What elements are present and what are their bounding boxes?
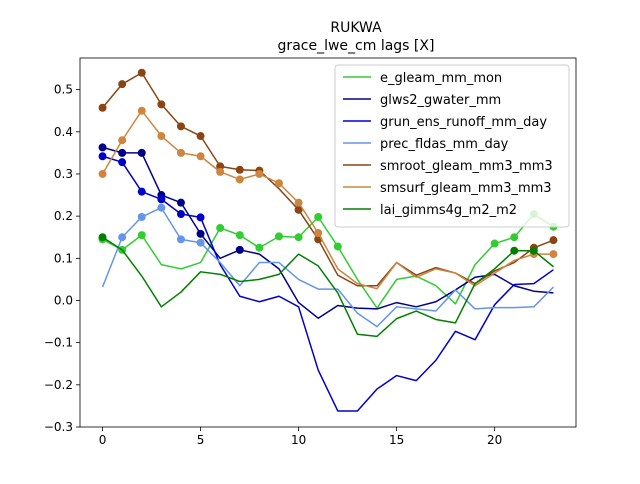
data-point-glws2_gwater_mm-7 (235, 245, 244, 254)
data-point-smroot_gleam_mm3_mm3-4 (176, 122, 185, 131)
legend-label-glws2_gwater_mm: glws2_gwater_mm (380, 93, 501, 108)
data-point-smroot_gleam_mm3_mm3-0 (98, 103, 107, 112)
series-line-lai_gimms4g_m2_m2 (102, 236, 554, 338)
chart-title: RUKWA (330, 20, 382, 36)
data-point-smsurf_gleam_mm3_mm3-1 (118, 136, 127, 145)
legend-label-lai_gimms4g_m2_m2: lai_gimms4g_m2_m2 (380, 203, 517, 218)
chart-subtitle: grace_lwe_cm lags [X] (278, 38, 435, 54)
y-tick-label: 0.2 (54, 209, 73, 223)
data-point-e_gleam_mm_mon-10 (294, 233, 303, 242)
data-point-glws2_gwater_mm-2 (137, 148, 146, 157)
y-tick-label: 0.5 (54, 83, 73, 97)
y-tick-label: 0.1 (54, 251, 73, 265)
data-point-prec_fldas_mm_day-3 (157, 203, 166, 212)
data-point-e_gleam_mm_mon-7 (235, 231, 244, 240)
data-point-grun_ens_runoff_mm_day-0 (98, 152, 107, 161)
data-point-smsurf_gleam_mm3_mm3-0 (98, 169, 107, 178)
series-line-prec_fldas_mm_day (101, 206, 554, 328)
data-point-smsurf_gleam_mm3_mm3-6 (216, 167, 225, 176)
data-point-smsurf_gleam_mm3_mm3-9 (274, 179, 283, 188)
data-point-smsurf_gleam_mm3_mm3-5 (196, 152, 205, 161)
data-point-e_gleam_mm_mon-20 (490, 239, 499, 248)
data-point-prec_fldas_mm_day-5 (196, 238, 205, 247)
data-point-prec_fldas_mm_day-4 (176, 235, 185, 244)
data-point-smsurf_gleam_mm3_mm3-11 (314, 229, 323, 238)
y-tick-label: −0.3 (44, 420, 73, 434)
data-point-smsurf_gleam_mm3_mm3-4 (176, 148, 185, 157)
data-point-smsurf_gleam_mm3_mm3-10 (294, 198, 303, 207)
legend-label-prec_fldas_mm_day: prec_fldas_mm_day (380, 137, 509, 152)
y-tick-label: 0.4 (54, 125, 73, 139)
data-point-grun_ens_runoff_mm_day-3 (157, 195, 166, 204)
data-point-glws2_gwater_mm-5 (196, 229, 205, 238)
series-line-e_gleam_mm_mon (102, 213, 554, 309)
data-point-smroot_gleam_mm3_mm3-3 (157, 100, 166, 109)
data-point-grun_ens_runoff_mm_day-1 (118, 158, 127, 167)
y-tick-label: −0.2 (44, 378, 73, 392)
legend-label-smroot_gleam_mm3_mm3: smroot_gleam_mm3_mm3 (380, 159, 553, 174)
data-point-lai_gimms4g_m2_m2-21 (510, 246, 519, 255)
legend-label-smsurf_gleam_mm3_mm3: smsurf_gleam_mm3_mm3 (380, 181, 552, 196)
data-point-smroot_gleam_mm3_mm3-10 (294, 205, 303, 214)
data-point-e_gleam_mm_mon-2 (137, 231, 146, 240)
x-tick-label: 0 (99, 433, 107, 447)
data-point-smsurf_gleam_mm3_mm3-23 (549, 250, 558, 259)
data-point-e_gleam_mm_mon-12 (333, 242, 342, 251)
data-point-smroot_gleam_mm3_mm3-7 (235, 165, 244, 174)
axes: 0 5 10 15 20 −0.3 −0.2 −0.1 0.0 0.1 0.2 0.3 0.4 0.5 (44, 57, 577, 447)
x-tick-label: 20 (487, 433, 502, 447)
data-point-smroot_gleam_mm3_mm3-23 (549, 236, 558, 245)
data-point-grun_ens_runoff_mm_day-5 (196, 213, 205, 222)
data-point-e_gleam_mm_mon-11 (314, 212, 323, 221)
data-point-lai_gimms4g_m2_m2-22 (529, 246, 538, 255)
y-tick-label: −0.1 (44, 336, 73, 350)
data-point-e_gleam_mm_mon-6 (216, 223, 225, 232)
data-point-smroot_gleam_mm3_mm3-1 (118, 80, 127, 89)
data-point-smroot_gleam_mm3_mm3-6 (216, 162, 225, 171)
x-tick-label: 10 (291, 433, 306, 447)
x-tick-label: 5 (197, 433, 205, 447)
legend-box (334, 64, 570, 228)
data-point-smsurf_gleam_mm3_mm3-2 (137, 106, 146, 115)
data-point-e_gleam_mm_mon-21 (510, 233, 519, 242)
legend-label-grun_ens_runoff_mm_day: grun_ens_runoff_mm_day (380, 115, 547, 130)
legend: e_gleam_mm_mon glws2_gwater_mm grun_ens_ru… (334, 64, 570, 228)
data-point-grun_ens_runoff_mm_day-4 (176, 210, 185, 219)
data-point-grun_ens_runoff_mm_day-2 (137, 187, 146, 196)
data-point-e_gleam_mm_mon-9 (274, 232, 283, 241)
x-tick-label: 15 (389, 433, 404, 447)
data-point-e_gleam_mm_mon-8 (255, 243, 264, 252)
data-point-prec_fldas_mm_day-1 (118, 233, 127, 242)
data-point-smroot_gleam_mm3_mm3-2 (137, 68, 146, 77)
data-point-lai_gimms4g_m2_m2-0 (98, 233, 107, 242)
y-tick-label: 0.3 (54, 167, 73, 181)
legend-label-e_gleam_mm_mon: e_gleam_mm_mon (380, 71, 502, 86)
data-point-smsurf_gleam_mm3_mm3-8 (255, 169, 264, 178)
data-point-glws2_gwater_mm-1 (118, 148, 127, 157)
data-point-smsurf_gleam_mm3_mm3-7 (235, 175, 244, 184)
data-point-smroot_gleam_mm3_mm3-5 (196, 132, 205, 141)
series-line-smsurf_gleam_mm3_mm3 (101, 109, 554, 290)
plot-area (98, 68, 558, 412)
data-point-glws2_gwater_mm-0 (98, 143, 107, 152)
y-tick-label: 0.0 (54, 293, 73, 307)
data-point-glws2_gwater_mm-4 (176, 198, 185, 207)
data-point-prec_fldas_mm_day-2 (137, 212, 146, 221)
data-point-smsurf_gleam_mm3_mm3-3 (157, 132, 166, 141)
series-line-grun_ens_runoff_mm_day (102, 155, 554, 412)
axes-frame (79, 57, 577, 428)
